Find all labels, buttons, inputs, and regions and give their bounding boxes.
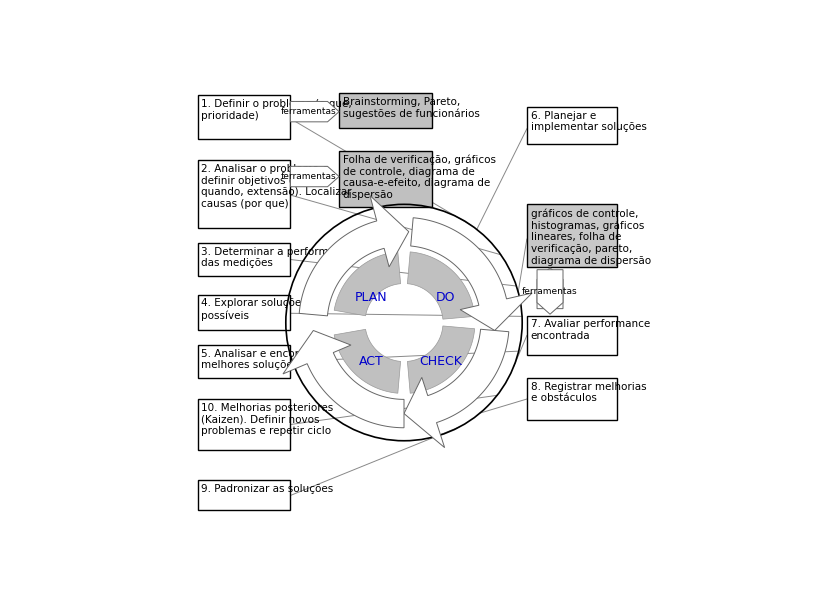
Polygon shape: [282, 330, 403, 428]
Polygon shape: [410, 218, 532, 330]
FancyBboxPatch shape: [527, 315, 617, 355]
Text: 5. Analisar e encontrar
melhores soluções: 5. Analisar e encontrar melhores soluçõe…: [201, 349, 320, 370]
Text: 2. Analisar o problema e
definir objetivos (onde,
quando, extensão). Localizar
c: 2. Analisar o problema e definir objetiv…: [201, 164, 352, 209]
Polygon shape: [403, 329, 508, 448]
Text: 3. Determinar a performance
das medições: 3. Determinar a performance das medições: [201, 247, 354, 268]
Polygon shape: [334, 252, 400, 316]
Text: Brainstorming, Pareto,
sugestões de funcionários: Brainstorming, Pareto, sugestões de func…: [343, 97, 479, 119]
Polygon shape: [299, 196, 408, 316]
Polygon shape: [537, 270, 562, 314]
FancyBboxPatch shape: [198, 243, 290, 276]
Text: 6. Planejar e
implementar soluções: 6. Planejar e implementar soluções: [530, 111, 646, 132]
FancyBboxPatch shape: [198, 345, 290, 378]
Polygon shape: [290, 102, 339, 122]
FancyBboxPatch shape: [527, 107, 617, 144]
FancyBboxPatch shape: [198, 96, 290, 140]
FancyBboxPatch shape: [198, 160, 290, 228]
Text: ferramentas: ferramentas: [281, 172, 336, 181]
FancyBboxPatch shape: [339, 93, 431, 128]
Text: 8. Registrar melhorias
e obstáculos: 8. Registrar melhorias e obstáculos: [530, 382, 645, 403]
Polygon shape: [407, 252, 474, 319]
Text: 1. Definir o problema (o que,
prioridade): 1. Definir o problema (o que, prioridade…: [201, 99, 352, 121]
Polygon shape: [290, 166, 339, 187]
Text: Folha de verificação, gráficos
de controle, diagrama de
causa-e-efeito, diagrama: Folha de verificação, gráficos de contro…: [343, 155, 495, 200]
FancyBboxPatch shape: [527, 378, 617, 420]
FancyBboxPatch shape: [198, 480, 290, 510]
FancyBboxPatch shape: [339, 151, 431, 206]
Text: CHECK: CHECK: [419, 355, 462, 368]
Polygon shape: [334, 329, 400, 393]
Text: 9. Padronizar as soluções: 9. Padronizar as soluções: [201, 484, 334, 494]
Text: DO: DO: [436, 291, 455, 303]
Polygon shape: [537, 268, 562, 309]
Text: 4. Explorar soluções
possíveis: 4. Explorar soluções possíveis: [201, 299, 307, 321]
FancyBboxPatch shape: [198, 399, 290, 450]
FancyBboxPatch shape: [198, 295, 290, 329]
Text: gráficos de controle,
histogramas, gráficos
lineares, folha de
verificação, pare: gráficos de controle, histogramas, gráfi…: [530, 208, 650, 265]
FancyBboxPatch shape: [527, 204, 617, 267]
Text: 10. Melhorias posteriores
(Kaizen). Definir novos
problemas e repetir ciclo: 10. Melhorias posteriores (Kaizen). Defi…: [201, 403, 334, 436]
Text: 7. Avaliar performance
encontrada: 7. Avaliar performance encontrada: [530, 319, 649, 341]
Text: ACT: ACT: [359, 355, 383, 368]
Text: ferramentas: ferramentas: [522, 287, 577, 296]
Text: ferramentas: ferramentas: [281, 107, 336, 116]
Polygon shape: [407, 326, 474, 393]
Text: PLAN: PLAN: [355, 291, 388, 303]
